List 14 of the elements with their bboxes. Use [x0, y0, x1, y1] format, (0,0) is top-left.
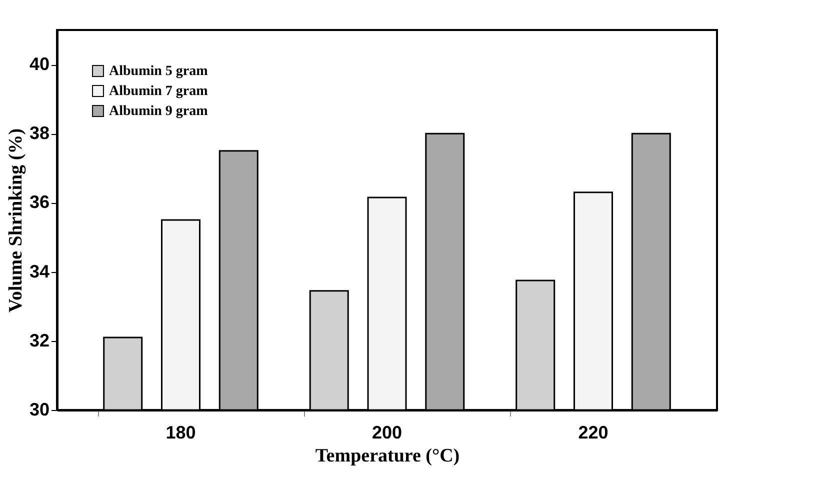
legend-label: Albumin 5 gram: [109, 64, 208, 79]
y-tick-label: 38: [29, 123, 50, 144]
x-tick-label: 220: [578, 422, 608, 442]
legend-label: Albumin 9 gram: [109, 104, 208, 119]
y-tick-label: 32: [29, 330, 50, 350]
x-tick-label: 200: [372, 422, 402, 442]
legend-label: Albumin 7 gram: [109, 84, 208, 99]
y-axis-title: Volume Shrinking (%): [5, 128, 26, 313]
x-tick-label: 180: [166, 422, 196, 442]
x-axis-title: Temperature (°C): [315, 446, 460, 466]
y-tick-label: 34: [29, 261, 50, 282]
y-tick-label: 36: [29, 192, 50, 212]
y-tick-label: 40: [29, 54, 50, 74]
y-tick-label: 30: [29, 400, 50, 420]
